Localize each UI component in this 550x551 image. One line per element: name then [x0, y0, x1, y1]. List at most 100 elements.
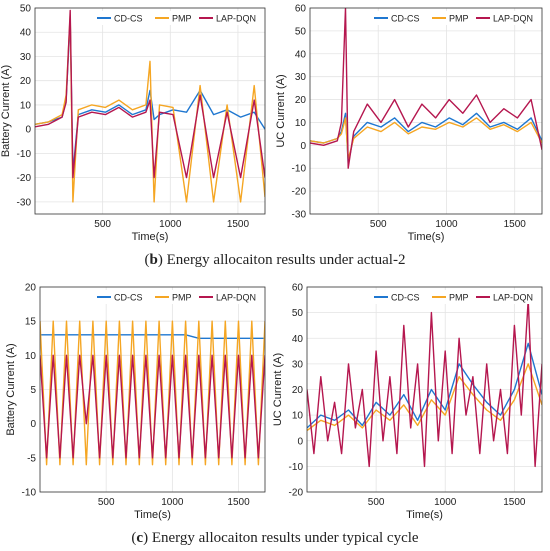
c-battery-xlabel: Time(s) — [134, 509, 171, 521]
c-battery-panel: -10 -5 0 5 10 15 20 500 1000 1500 Time(s) Battery C… — [5, 283, 266, 521]
c-battery-legend-box — [93, 290, 263, 304]
b-battery-xtick-0: 500 — [94, 219, 111, 230]
c-battery-legend-label-2: LAP-DQN — [216, 293, 256, 303]
b-battery-ytick-5: 20 — [20, 76, 32, 87]
b-battery-ytick-1: -20 — [17, 173, 32, 184]
b-battery-series-lap-dqn — [35, 9, 265, 179]
c-battery-ytick-2: 0 — [30, 419, 36, 430]
b-uc-ylabel: UC Current (A) — [275, 74, 287, 147]
c-battery-ylabel: Battery Current (A) — [5, 343, 17, 435]
c-uc-series-lap-dqn — [307, 299, 542, 468]
b-battery-ytick-7: 40 — [20, 28, 32, 39]
c-uc-xtick-2: 1500 — [503, 497, 526, 508]
b-battery-xlabel: Time(s) — [132, 231, 169, 243]
caption-b-letter: b — [150, 252, 158, 268]
c-battery-ytick-1: -5 — [27, 453, 36, 464]
b-battery-frame — [34, 7, 266, 215]
c-uc-ytick-3: 10 — [292, 411, 304, 422]
c-uc-ylabel: UC Current (A) — [272, 353, 284, 426]
b-uc-series-pmp — [310, 117, 542, 160]
b-battery-ytick-2: -10 — [17, 149, 32, 160]
c-battery-legend-label-1: PMP — [172, 293, 192, 303]
b-uc-legend-label-2: LAP-DQN — [493, 14, 533, 24]
b-battery-ytick-8: 50 — [20, 4, 32, 15]
b-battery-legend-box — [93, 11, 263, 25]
caption-b: (b) Energy allocaiton results under actu… — [145, 252, 406, 268]
c-battery-series-lap-dqn — [40, 354, 265, 459]
b-battery-series-group — [35, 9, 265, 203]
c-uc-ytick-0: -20 — [289, 488, 304, 499]
b-uc-ytick-5: 20 — [295, 95, 307, 106]
c-uc-frame — [306, 286, 543, 493]
caption-c-text: Energy allocaiton results under typical … — [148, 530, 419, 546]
caption-b-text: Energy allocaiton results under actual-2 — [163, 252, 406, 268]
b-uc-ytick-6: 30 — [295, 72, 307, 83]
c-uc-xtick-0: 500 — [368, 497, 385, 508]
b-uc-xtick-2: 1500 — [504, 219, 527, 230]
b-uc-series-group — [310, 8, 542, 169]
b-uc-series-lap-dqn — [310, 8, 542, 169]
c-uc-ytick-2: 0 — [297, 436, 303, 447]
b-uc-legend-label-1: PMP — [449, 14, 469, 24]
b-uc-ytick-3: 0 — [300, 141, 306, 152]
b-uc-legend: CD-CS PMP LAP-DQN — [370, 11, 540, 25]
b-battery-legend: CD-CS PMP LAP-DQN — [93, 11, 263, 25]
caption-c-letter: c — [136, 530, 143, 546]
b-battery-ytick-6: 30 — [20, 52, 32, 63]
c-uc-ytick-5: 30 — [292, 359, 304, 370]
b-uc-legend-label-0: CD-CS — [391, 14, 420, 24]
b-uc-ytick-0: -30 — [292, 210, 307, 221]
c-uc-xtick-1: 1000 — [434, 497, 457, 508]
c-battery-ytick-0: -10 — [22, 488, 37, 499]
b-uc-series-cd-cs — [310, 112, 542, 165]
c-battery-series-cd-cs — [40, 334, 265, 339]
b-uc-ytick-2: -10 — [292, 164, 307, 175]
b-battery-ylabel: Battery Current (A) — [0, 65, 12, 157]
b-uc-ytick-8: 50 — [295, 26, 307, 37]
b-battery-xtick-2: 1500 — [227, 219, 250, 230]
c-uc-legend-box — [370, 290, 540, 304]
c-battery-series-pmp — [40, 320, 265, 466]
b-uc-xtick-1: 1000 — [435, 219, 458, 230]
b-uc-ytick-9: 60 — [295, 4, 307, 15]
b-uc-ytick-7: 40 — [295, 49, 307, 60]
caption-c: (c) Energy allocaiton results under typi… — [131, 530, 418, 546]
c-uc-panel: -20 -10 0 10 20 30 40 50 60 500 1000 1500 Time(s) UC … — [272, 283, 543, 521]
c-uc-ytick-1: -10 — [289, 462, 304, 473]
b-battery-xtick-1: 1000 — [159, 219, 182, 230]
b-battery-ytick-3: 0 — [25, 125, 31, 136]
c-battery-xtick-2: 1500 — [227, 497, 250, 508]
c-battery-xtick-1: 1000 — [161, 497, 184, 508]
b-uc-panel: -30 -20 -10 0 10 20 30 40 50 60 500 1000 1500 Time(s)… — [275, 4, 543, 243]
b-battery-panel: -30 -20 -10 0 10 20 30 40 50 500 1000 1500 Time(s) Ba… — [0, 4, 266, 243]
b-uc-ytick-1: -20 — [292, 187, 307, 198]
b-battery-legend-label-0: CD-CS — [114, 14, 143, 24]
b-uc-frame — [309, 7, 543, 215]
c-uc-series-group — [307, 299, 542, 468]
c-uc-legend-label-2: LAP-DQN — [493, 293, 533, 303]
b-battery-ytick-0: -30 — [17, 197, 32, 208]
c-battery-legend: CD-CS PMP LAP-DQN — [93, 290, 263, 304]
c-uc-legend: CD-CS PMP LAP-DQN — [370, 290, 540, 304]
c-battery-frame — [39, 286, 266, 493]
b-uc-ytick-4: 10 — [295, 118, 307, 129]
c-battery-ytick-3: 5 — [30, 385, 36, 396]
b-battery-ytick-4: 10 — [20, 100, 32, 111]
b-uc-xlabel: Time(s) — [408, 231, 445, 243]
c-battery-xtick-0: 500 — [98, 497, 115, 508]
b-uc-legend-box — [370, 11, 540, 25]
b-uc-plot-area — [310, 8, 542, 214]
c-uc-xlabel: Time(s) — [406, 509, 443, 521]
b-uc-xtick-0: 500 — [370, 219, 387, 230]
c-battery-ytick-5: 15 — [25, 317, 37, 328]
c-battery-series-group — [40, 320, 265, 466]
c-uc-legend-label-0: CD-CS — [391, 293, 420, 303]
c-battery-ytick-4: 10 — [25, 351, 37, 362]
b-battery-legend-label-2: LAP-DQN — [216, 14, 256, 24]
c-uc-ytick-7: 50 — [292, 308, 304, 319]
c-uc-ytick-6: 40 — [292, 334, 304, 345]
c-uc-ytick-8: 60 — [292, 283, 304, 294]
b-battery-legend-label-1: PMP — [172, 14, 192, 24]
